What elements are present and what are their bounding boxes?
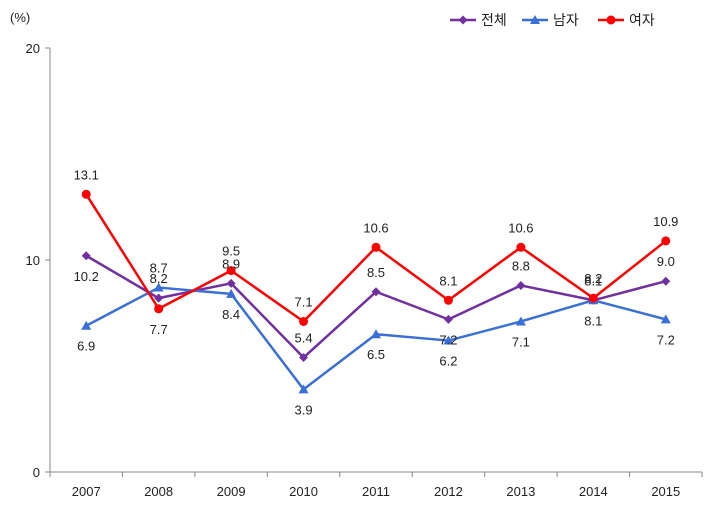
data-point xyxy=(516,242,526,252)
legend-label: 전체 xyxy=(481,12,507,28)
data-point xyxy=(443,314,453,324)
legend-label: 남자 xyxy=(553,12,579,28)
legend-item: 여자 xyxy=(598,12,655,28)
data-label: 13.1 xyxy=(74,167,99,182)
data-point xyxy=(661,236,671,246)
legend-marker xyxy=(458,15,468,25)
x-tick-label: 2008 xyxy=(144,484,173,499)
legend-marker xyxy=(530,15,540,24)
data-label: 5.4 xyxy=(295,331,313,346)
x-tick-label: 2013 xyxy=(506,484,535,499)
data-point xyxy=(81,251,91,261)
data-label: 7.1 xyxy=(512,334,530,349)
series-0 xyxy=(81,251,671,363)
data-label: 9.5 xyxy=(222,244,240,259)
data-label: 8.5 xyxy=(367,265,385,280)
data-label: 7.2 xyxy=(439,332,457,347)
data-label: 3.9 xyxy=(295,402,313,417)
data-point xyxy=(588,293,598,303)
data-point xyxy=(226,288,237,298)
data-label: 8.2 xyxy=(150,271,168,286)
data-label: 7.1 xyxy=(295,294,313,309)
legend-item: 남자 xyxy=(522,12,579,28)
data-label: 8.8 xyxy=(512,258,530,273)
data-labels: 10.26.913.18.28.77.78.98.49.55.43.97.18.… xyxy=(74,167,679,417)
data-label: 8.7 xyxy=(150,261,168,276)
data-point xyxy=(371,287,381,297)
series-line xyxy=(85,286,667,391)
x-tick-label: 2015 xyxy=(651,484,680,499)
data-label: 10.2 xyxy=(74,269,99,284)
x-tick-label: 2012 xyxy=(434,484,463,499)
series-1 xyxy=(81,282,671,394)
data-label: 8.1 xyxy=(439,273,457,288)
x-tick-label: 2007 xyxy=(72,484,101,499)
data-label: 6.5 xyxy=(367,347,385,362)
data-point xyxy=(153,282,164,292)
data-point xyxy=(298,384,309,394)
legend-marker xyxy=(606,15,616,25)
data-label: 6.2 xyxy=(439,354,457,369)
data-label: 10.6 xyxy=(363,220,388,235)
y-tick-label: 20 xyxy=(26,41,40,56)
data-point xyxy=(516,280,526,290)
legend: 전체 남자 여자 xyxy=(450,12,655,28)
data-point xyxy=(154,293,164,303)
data-label: 7.7 xyxy=(150,322,168,337)
data-label: 8.1 xyxy=(584,313,602,328)
data-label: 8.9 xyxy=(222,256,240,271)
data-label: 7.2 xyxy=(657,332,675,347)
data-point xyxy=(371,242,381,252)
data-label: 10.9 xyxy=(653,214,678,229)
data-point xyxy=(660,314,671,324)
data-label: 8.4 xyxy=(222,307,240,322)
data-point xyxy=(154,304,164,314)
data-label: 8.2 xyxy=(584,271,602,286)
x-tick-label: 2010 xyxy=(289,484,318,499)
y-tick-label: 0 xyxy=(33,465,40,480)
x-tick-label: 2014 xyxy=(579,484,608,499)
series-layer xyxy=(81,189,671,394)
data-point xyxy=(299,353,309,363)
data-point xyxy=(299,316,309,326)
data-point xyxy=(226,266,236,276)
data-label: 9.0 xyxy=(657,254,675,269)
data-point xyxy=(81,189,91,199)
axes: 0 10 20 2007 2008 2009 2010 2011 2012 2013 2014 201… xyxy=(26,41,703,499)
legend-label: 여자 xyxy=(629,12,655,28)
data-point xyxy=(443,335,454,345)
y-tick-label: 10 xyxy=(26,253,40,268)
data-point xyxy=(81,320,92,330)
data-point xyxy=(515,316,526,326)
x-tick-label: 2011 xyxy=(362,484,390,499)
series-2 xyxy=(81,189,671,326)
data-point xyxy=(443,295,453,305)
x-tick-label: 2009 xyxy=(217,484,246,499)
data-label: 10.6 xyxy=(508,220,533,235)
data-point xyxy=(226,278,236,288)
y-axis-unit-label: (%) xyxy=(10,10,30,25)
series-line xyxy=(85,193,667,323)
legend-item: 전체 xyxy=(450,12,507,28)
data-label: 6.9 xyxy=(77,339,95,354)
data-point xyxy=(661,276,671,286)
data-point xyxy=(371,329,381,339)
data-label: 8.1 xyxy=(584,273,602,288)
